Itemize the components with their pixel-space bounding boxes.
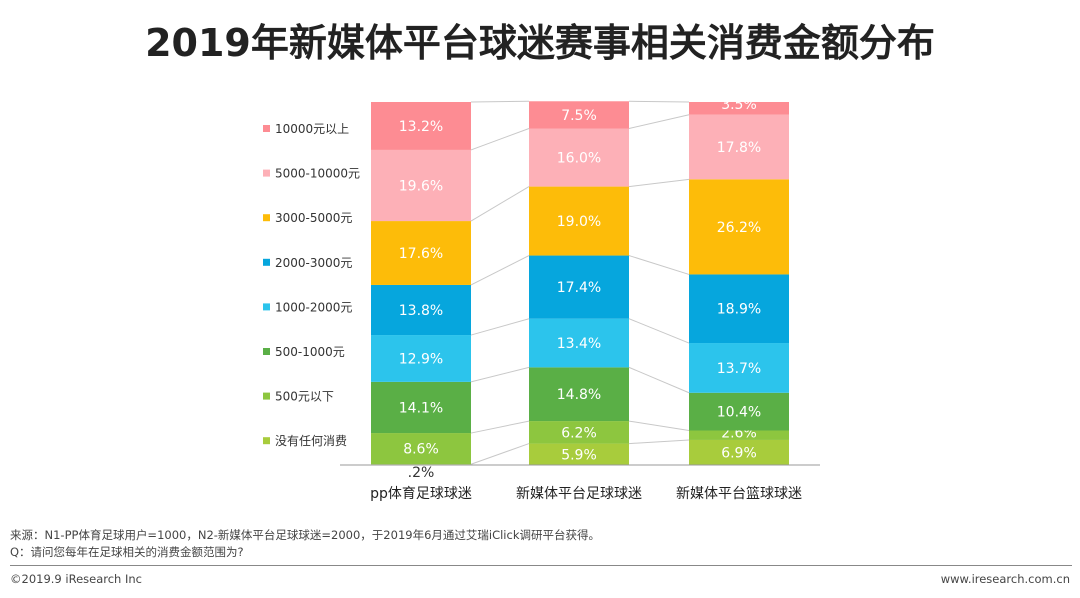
connector-line bbox=[628, 255, 690, 275]
legend-swatch bbox=[263, 169, 270, 177]
footnote-question: Q：请问您每年在足球相关的消费金额范围为? bbox=[10, 545, 244, 559]
bar-segment-series-4 bbox=[689, 274, 789, 344]
data-label: 12.9% bbox=[399, 351, 443, 367]
category-label: pp体育足球球迷 bbox=[370, 486, 472, 502]
data-label: 3.5% bbox=[721, 97, 757, 113]
footnote-source: 来源：N1-PP体育足球用户=1000，N2-新媒体平台足球球迷=2000，于2… bbox=[10, 528, 600, 542]
data-label: 17.8% bbox=[717, 140, 761, 156]
connector-line bbox=[470, 420, 530, 434]
footnote: 来源：N1-PP体育足球用户=1000，N2-新媒体平台足球球迷=2000，于2… bbox=[10, 527, 600, 561]
bar-segment-series-3 bbox=[371, 335, 471, 382]
data-label: 19.6% bbox=[399, 178, 443, 194]
bar-segment-series-7 bbox=[529, 101, 629, 129]
bar-segment-series-2 bbox=[689, 392, 789, 431]
connector-line bbox=[628, 420, 690, 432]
legend-swatch bbox=[263, 348, 270, 355]
data-label: 7.5% bbox=[561, 108, 597, 124]
legend-swatch bbox=[263, 437, 270, 445]
data-label: 5.9% bbox=[561, 447, 597, 463]
data-label: 6.2% bbox=[561, 425, 597, 441]
legend-swatch bbox=[263, 258, 270, 266]
data-label: 10.4% bbox=[717, 405, 761, 421]
bars: .2% 8.6% 14.1% 12.9% 13.8% 17.6% 19.6% 13.2% 5.9… bbox=[371, 97, 789, 481]
bar-segment-series-4 bbox=[371, 284, 471, 336]
bar-segment-series-3 bbox=[689, 343, 789, 393]
bar-segment-series-5 bbox=[529, 186, 629, 256]
data-label: 19.0% bbox=[557, 214, 601, 230]
bar-segment-series-7 bbox=[371, 102, 471, 150]
connector-line bbox=[470, 318, 530, 336]
category-label: 新媒体平台足球球迷 bbox=[516, 486, 642, 502]
data-label: 17.4% bbox=[557, 280, 601, 296]
connector-line bbox=[628, 178, 690, 188]
legend: 10000元以上 5000-10000元 3000-5000元 2000-3000元 1… bbox=[263, 122, 360, 448]
bar-segment-series-7 bbox=[689, 102, 789, 115]
data-label: 16.0% bbox=[557, 151, 601, 167]
bar-segment-series-2 bbox=[371, 381, 471, 434]
x-axis: pp体育足球球迷 新媒体平台足球球迷 新媒体平台篮球球迷 bbox=[340, 464, 820, 502]
legend-swatch bbox=[263, 125, 270, 132]
legend-swatch bbox=[263, 303, 270, 311]
legend-label: 2000-3000元 bbox=[275, 256, 352, 270]
connector-line bbox=[470, 186, 530, 222]
bar-segment-series-6 bbox=[371, 149, 471, 222]
legend-label: 5000-10000元 bbox=[275, 167, 360, 181]
connector-line bbox=[628, 439, 690, 445]
data-label: .2% bbox=[408, 465, 435, 481]
connector-line bbox=[470, 255, 530, 286]
bar-segment-series-2 bbox=[529, 367, 629, 422]
data-label: 13.7% bbox=[717, 361, 761, 377]
bar-segment-series-1 bbox=[529, 421, 629, 444]
footer-divider bbox=[10, 565, 1072, 566]
data-label: 26.2% bbox=[717, 220, 761, 236]
data-label: 8.6% bbox=[403, 442, 439, 458]
legend-swatch bbox=[263, 214, 270, 222]
bar-segment-series-1 bbox=[689, 430, 789, 440]
legend-label: 3000-5000元 bbox=[275, 211, 352, 225]
connector-line bbox=[470, 366, 530, 383]
bar-segment-series-6 bbox=[689, 114, 789, 180]
legend-label: 500-1000元 bbox=[275, 345, 345, 359]
connector-line bbox=[628, 366, 690, 394]
data-label: 14.1% bbox=[399, 400, 443, 416]
bar-segment-series-5 bbox=[689, 179, 789, 275]
legend-swatch bbox=[263, 392, 270, 400]
data-label: 17.6% bbox=[399, 246, 443, 262]
data-label: 13.2% bbox=[399, 119, 443, 135]
bar-segment-series-5 bbox=[371, 221, 471, 285]
connector-line bbox=[628, 100, 690, 103]
bar-segment-series-6 bbox=[529, 128, 629, 187]
bar-segment-series-0 bbox=[689, 439, 789, 465]
chart-title: 2019年新媒体平台球迷赛事相关消费金额分布 bbox=[145, 21, 935, 65]
bar-segment-series-3 bbox=[529, 318, 629, 368]
legend-label: 1000-2000元 bbox=[275, 300, 352, 314]
connector-line bbox=[628, 318, 690, 344]
connector-line bbox=[628, 114, 690, 129]
data-label: 18.9% bbox=[717, 302, 761, 318]
bar-segment-series-1 bbox=[371, 433, 471, 465]
data-label: 14.8% bbox=[557, 387, 601, 403]
legend-label: 500元以下 bbox=[275, 390, 334, 404]
connector-line bbox=[470, 128, 530, 151]
data-label: 13.8% bbox=[399, 303, 443, 319]
data-label: 6.9% bbox=[721, 445, 757, 461]
connector-line bbox=[470, 100, 530, 103]
connector-lines bbox=[470, 100, 690, 465]
stacked-bar-chart: .2% 8.6% 14.1% 12.9% 13.8% 17.6% 19.6% 13.2% 5.9… bbox=[263, 97, 820, 502]
category-label: 新媒体平台篮球球迷 bbox=[676, 486, 802, 502]
legend-label: 10000元以上 bbox=[275, 122, 349, 136]
bar-segment-series-0 bbox=[529, 443, 629, 465]
copyright: ©2019.9 iResearch Inc bbox=[10, 572, 142, 586]
bar-segment-series-4 bbox=[529, 255, 629, 319]
website-url: www.iresearch.com.cn bbox=[940, 572, 1070, 586]
connector-line bbox=[470, 443, 530, 465]
data-label: 13.4% bbox=[557, 336, 601, 352]
legend-label: 没有任何消费 bbox=[275, 433, 347, 448]
